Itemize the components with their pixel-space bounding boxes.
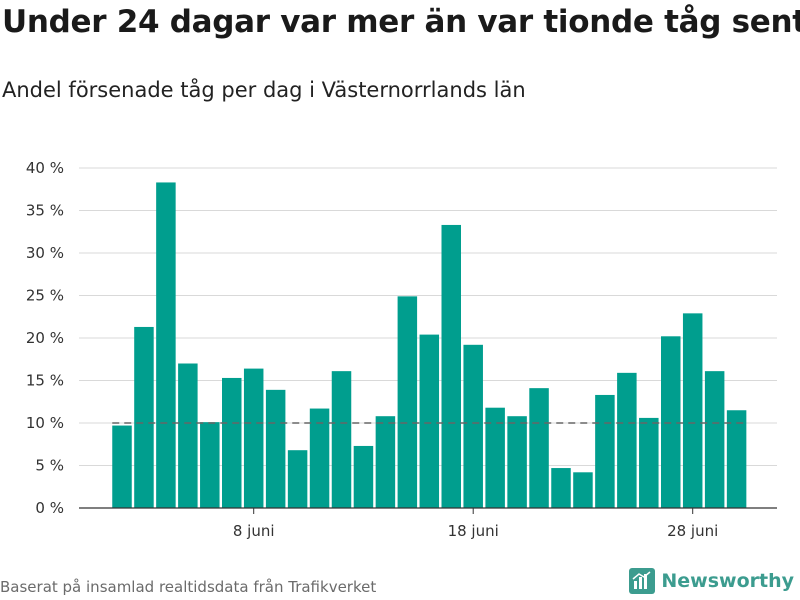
y-tick-label: 5 % (35, 457, 64, 475)
bar[interactable] (507, 416, 527, 508)
x-tick-label: 8 juni (233, 522, 275, 540)
y-tick-label: 30 % (26, 244, 64, 262)
x-tick-label: 28 juni (667, 522, 718, 540)
bars (112, 182, 747, 509)
y-tick-label: 15 % (26, 372, 64, 390)
bar[interactable] (573, 472, 593, 508)
bar[interactable] (331, 371, 352, 508)
brand-name: Newsworthy (661, 570, 794, 592)
y-tick-label: 40 % (26, 159, 64, 177)
y-tick-label: 25 % (26, 287, 64, 305)
bar[interactable] (112, 425, 132, 508)
source-note: Baserat på insamlad realtidsdata från Tr… (0, 578, 377, 596)
bar[interactable] (551, 468, 571, 508)
y-tick-label: 0 % (35, 499, 64, 517)
y-tick-label: 10 % (26, 414, 64, 432)
bar[interactable] (463, 344, 483, 508)
bar[interactable] (397, 296, 418, 508)
bar[interactable] (200, 422, 220, 508)
bar[interactable] (309, 408, 330, 508)
bar[interactable] (419, 334, 440, 508)
newsworthy-logo-icon (629, 568, 656, 594)
bar[interactable] (485, 407, 505, 508)
bar[interactable] (178, 363, 198, 509)
bar[interactable] (704, 371, 725, 508)
bar[interactable] (639, 417, 659, 508)
bar-chart: 0 % 5 % 10 % 15 % 20 % 25 % 30 % 35 % 40 % 8 juni… (26, 159, 777, 540)
bar[interactable] (682, 313, 703, 508)
bar[interactable] (375, 416, 396, 508)
bar[interactable] (617, 372, 637, 508)
bar[interactable] (287, 450, 308, 508)
bar[interactable] (595, 394, 615, 508)
bar[interactable] (243, 368, 264, 508)
brand-logo[interactable]: Newsworthy (629, 568, 794, 594)
bar[interactable] (661, 336, 681, 508)
bar[interactable] (353, 445, 374, 508)
y-tick-label: 35 % (26, 202, 64, 220)
axes: 0 % 5 % 10 % 15 % 20 % 25 % 30 % 35 % 40 % 8 juni… (26, 159, 777, 540)
bar[interactable] (529, 388, 549, 508)
y-tick-label: 20 % (26, 329, 64, 347)
bar[interactable] (156, 182, 176, 508)
chart-subtitle: Andel försenade tåg per dag i Västernorr… (2, 78, 526, 102)
x-tick-label: 18 juni (448, 522, 499, 540)
chart-title: Under 24 dagar var mer än var tionde tåg… (2, 4, 800, 40)
bar[interactable] (441, 224, 462, 508)
bar[interactable] (726, 410, 747, 508)
bar[interactable] (134, 326, 154, 508)
bar[interactable] (265, 389, 286, 508)
bar[interactable] (222, 377, 242, 508)
